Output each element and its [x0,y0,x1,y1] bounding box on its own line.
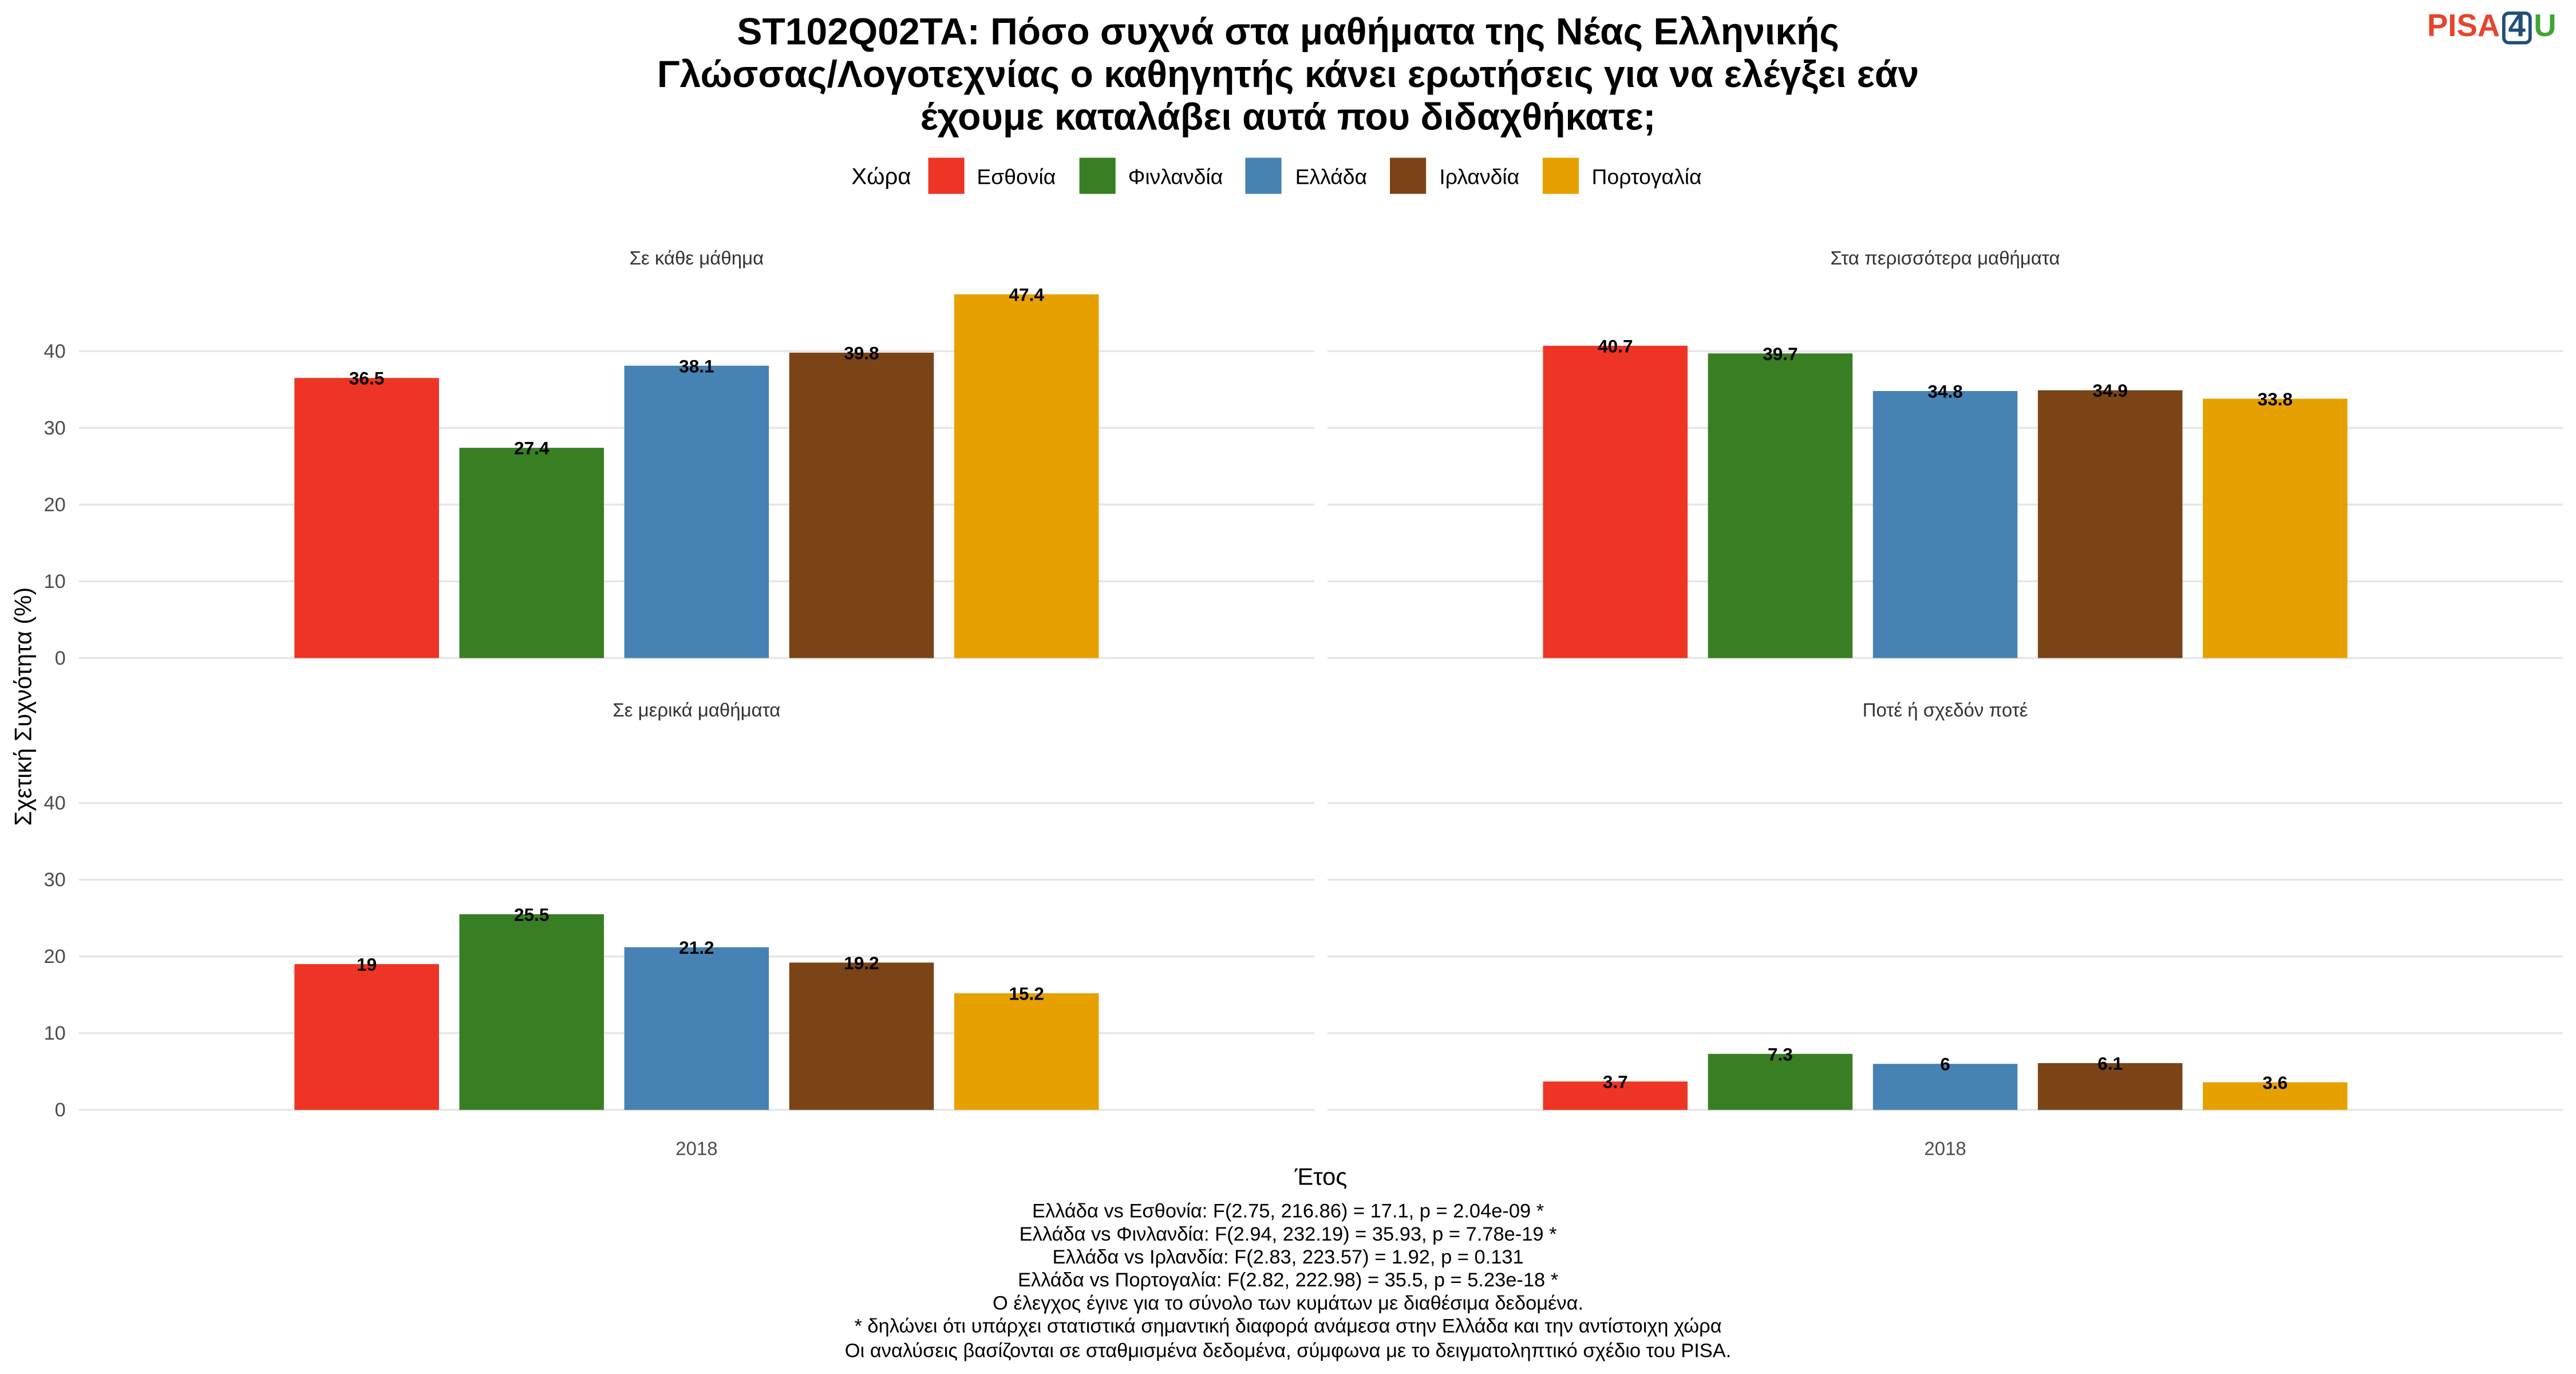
legend: Χώρα Εσθονία Φινλανδία Ελλάδα Ιρλανδία Π… [0,157,2576,194]
bar [1708,1053,1853,1110]
legend-label-estonia: Εσθονία [977,163,1056,188]
legend-title: Χώρα [851,163,911,189]
legend-label-portugal: Πορτογαλία [1591,163,1702,188]
data-label: 19 [357,954,377,975]
chart-title-line-1: ST102Q02TA: Πόσο συχνά στα μαθήματα της … [737,10,1839,53]
bar [1872,391,2018,658]
legend-swatch-finland [1078,157,1115,194]
legend-label-ireland: Ιρλανδία [1439,163,1520,188]
footnote-line-3: Ελλάδα vs Ιρλανδία: F(2.83, 223.57) = 1.… [1052,1245,1524,1269]
data-label: 40.7 [1598,335,1633,356]
data-label: 3.7 [1603,1072,1628,1092]
y-tick-label: 0 [55,647,66,669]
legend-swatch-ireland [1390,157,1427,194]
footnote-line-6: * δηλώνει ότι υπάρχει στατιστικά σημαντι… [854,1315,1722,1339]
data-label: 36.5 [349,368,384,389]
bar [2203,398,2348,658]
data-label: 21.2 [679,937,714,958]
bar [1708,353,1853,658]
legend-swatch-greece [1246,157,1282,194]
bar [1543,1081,1688,1110]
bar [954,294,1099,658]
data-label: 34.9 [2093,380,2128,401]
bar [954,993,1099,1110]
data-label: 15.2 [1009,983,1044,1004]
facet-panel-1: Σε κάθε μάθημα 36.5 27.4 38.1 39.8 47.4 [78,247,1314,660]
chart-title: ST102Q02TA: Πόσο συχνά στα μαθήματα της … [0,10,2576,138]
bar [624,947,769,1110]
footnotes: Ελλάδα vs Εσθονία: F(2.75, 216.86) = 17.… [0,1199,2576,1361]
x-tick-label: 2018 [675,1138,717,1159]
legend-swatch-portugal [1542,157,1579,194]
bar [459,448,605,658]
data-label: 19.2 [844,953,879,973]
logo-text-pisa: PISA [2427,10,2500,45]
legend-item-estonia: Εσθονία [927,157,1059,194]
footnote-line-2: Ελλάδα vs Φινλανδία: F(2.94, 232.19) = 3… [1019,1222,1557,1246]
data-label: 6 [1940,1054,1950,1075]
data-label: 6.1 [2097,1053,2123,1073]
legend-label-finland: Φινλανδία [1128,163,1223,188]
data-label: 33.8 [2258,389,2293,409]
data-label: 27.4 [514,438,550,459]
data-label: 34.8 [1927,381,1962,401]
data-label: 39.7 [1763,344,1797,364]
facet-title: Σε μερικά μαθήματα [613,699,780,720]
y-tick-label: 30 [44,417,66,439]
legend-swatch-estonia [927,157,964,194]
data-label: 39.8 [844,342,879,363]
x-axis-title: Έτος [1294,1163,1348,1190]
legend-item-greece: Ελλάδα [1246,157,1370,194]
legend-label-greece: Ελλάδα [1295,163,1368,188]
facet-title: Ποτέ ή σχεδόν ποτέ [1863,699,2028,720]
y-tick-label: 10 [44,571,66,593]
y-tick-label: 40 [44,792,66,814]
pisa4u-logo: PISA 4 U [2427,10,2557,46]
bar [2037,390,2183,658]
footnote-line-7: Οι αναλύσεις βασίζονται σε σταθμισμένα δ… [844,1338,1732,1361]
bar [789,352,934,658]
facet-title: Στα περισσότερα μαθήματα [1831,247,2060,269]
bar [2037,1063,2183,1110]
legend-item-portugal: Πορτογαλία [1542,157,1705,194]
bar [1872,1064,2018,1110]
y-tick-label: 20 [44,946,66,968]
chart-title-line-3: έχουμε καταλάβει αυτά που διδαχθήκατε; [920,95,1656,139]
y-tick-label: 20 [44,494,66,516]
footnote-line-5: Ο έλεγχος έγινε για το σύνολο των κυμάτω… [992,1292,1584,1316]
footnote-line-4: Ελλάδα vs Πορτογαλία: F(2.82, 222.98) = … [1018,1269,1559,1292]
bar [624,365,769,658]
legend-item-ireland: Ιρλανδία [1390,157,1523,194]
bar [2203,1082,2348,1110]
y-tick-label: 10 [44,1022,66,1044]
data-label: 7.3 [1768,1044,1793,1064]
facet-panel-3: Σε μερικά μαθήματα 19 25.5 21.2 19.2 15.2 [78,699,1314,1111]
bar [294,964,439,1110]
y-tick-label: 30 [44,869,66,891]
bar [1543,345,1688,658]
x-tick-label: 2018 [1924,1138,1966,1159]
data-label: 38.1 [679,356,714,376]
data-label: 3.6 [2262,1072,2287,1093]
bar [789,962,934,1110]
facet-panel-4: Ποτέ ή σχεδόν ποτέ 3.7 7.3 6 6.1 3.6 [1327,699,2563,1111]
bar [294,378,439,658]
logo-text-u: U [2534,10,2557,45]
footnote-line-1: Ελλάδα vs Εσθονία: F(2.75, 216.86) = 17.… [1032,1199,1544,1223]
data-label: 47.4 [1009,285,1044,305]
facet-title: Σε κάθε μάθημα [630,247,764,269]
y-axis-title: Σχετική Συχνότητα (%) [10,587,37,826]
legend-item-finland: Φινλανδία [1078,157,1227,194]
facet-panel-2: Στα περισσότερα μαθήματα 40.7 39.7 34.8 34.9… [1327,247,2563,660]
chart-title-line-2: Γλώσσας/Λογοτεχνίας ο καθηγητής κάνει ερ… [657,52,1919,96]
data-label: 25.5 [514,904,549,925]
logo-text-4: 4 [2502,11,2532,45]
bar [459,914,605,1110]
y-tick-label: 40 [44,341,66,362]
y-tick-label: 0 [55,1099,66,1121]
